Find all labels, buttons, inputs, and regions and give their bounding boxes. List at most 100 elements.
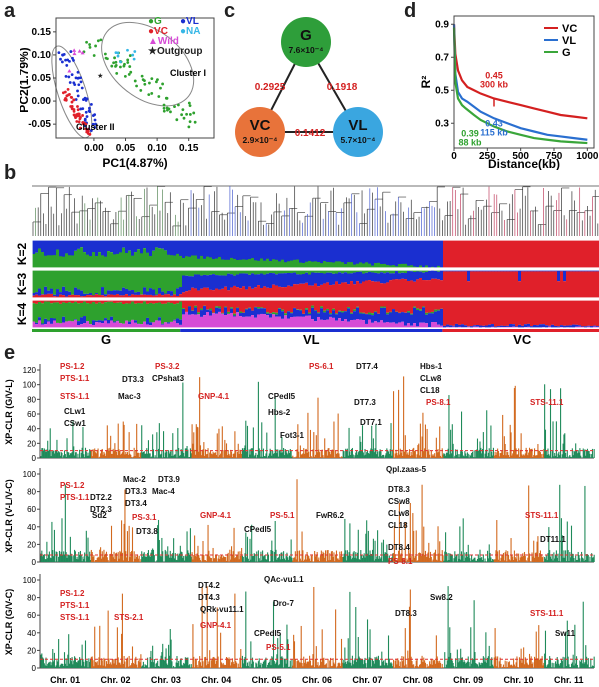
pca-x-tick-label: 0.15 (179, 143, 199, 154)
admixture-bar-k3 (566, 270, 570, 272)
admixture-bar-k4 (299, 300, 303, 310)
diversity-node-vc (235, 107, 285, 157)
admixture-bar-k4 (326, 300, 330, 309)
pca-y-axis-label: PC2(1.79%) (20, 47, 31, 112)
admixture-bar-k4 (281, 309, 285, 312)
admixture-bar-k3 (101, 270, 105, 288)
admixture-bar-k2 (479, 240, 483, 268)
chromosome-label: Chr. 03 (151, 675, 181, 685)
admixture-bar-k2 (158, 248, 162, 268)
admixture-bar-k4 (32, 300, 36, 304)
admixture-bar-k2 (275, 259, 279, 268)
admixture-bar-k2 (170, 255, 174, 268)
admixture-bar-k4 (251, 310, 255, 316)
admixture-bar-k3 (386, 272, 390, 283)
admixture-bar-k2 (470, 240, 474, 268)
admixture-bar-k3 (236, 274, 240, 288)
admixture-bar-k4 (329, 313, 333, 315)
admixture-bar-k2 (131, 255, 135, 268)
admixture-bar-k3 (95, 294, 99, 298)
xpclr-gene-label: DT7.3 (354, 398, 376, 407)
admixture-bar-k2 (197, 258, 201, 268)
admixture-bar-k4 (92, 320, 96, 325)
admixture-bar-k3 (425, 280, 429, 298)
admixture-bar-k3 (467, 270, 471, 282)
admixture-bar-k3 (287, 285, 291, 298)
admixture-bar-k3 (287, 270, 291, 273)
pca-point-g (128, 65, 132, 68)
admixture-bar-k4 (383, 300, 387, 307)
admixture-bar-k3 (86, 270, 90, 294)
admixture-bar-k4 (422, 322, 426, 328)
pca-point-g (188, 104, 192, 108)
pca-point-vc (70, 96, 74, 99)
admixture-bar-k4 (176, 323, 180, 328)
admixture-bar-k2 (80, 240, 84, 248)
admixture-bar-k2 (368, 240, 372, 264)
admixture-bar-k4 (320, 306, 324, 309)
admixture-bar-k4 (548, 326, 552, 328)
admixture-bar-k3 (143, 287, 147, 295)
admixture-bar-k3 (410, 280, 414, 298)
admixture-bar-k3 (128, 270, 132, 291)
admixture-bar-k3 (458, 270, 462, 272)
admixture-bar-k4 (302, 316, 306, 328)
pca-point-vl (93, 125, 97, 129)
admixture-bar-k3 (239, 273, 243, 289)
xpclr-gene-label: DT2.3 (90, 505, 112, 514)
admixture-bar-k4 (425, 312, 429, 315)
admixture-bar-k4 (482, 325, 486, 328)
admixture-bar-k3 (503, 271, 507, 298)
admixture-bar-k4 (125, 303, 129, 321)
admixture-bar-k3 (86, 293, 90, 296)
diversity-node-value: 2.9×10⁻⁴ (243, 135, 278, 145)
admixture-bar-k4 (452, 300, 456, 326)
admixture-bar-k3 (536, 270, 540, 272)
admixture-bar-k4 (239, 300, 243, 312)
admixture-bar-k2 (131, 240, 135, 256)
admixture-bar-k2 (116, 240, 120, 254)
admixture-bar-k3 (290, 286, 294, 298)
admixture-bar-k3 (407, 271, 411, 281)
admixture-bar-k4 (257, 308, 261, 315)
admixture-bar-k4 (590, 326, 594, 328)
admixture-bar-k3 (353, 270, 357, 273)
admixture-bar-k4 (332, 308, 336, 311)
admixture-bar-k2 (170, 240, 174, 256)
admixture-bar-k4 (413, 323, 417, 328)
admixture-bar-k4 (68, 302, 72, 321)
admixture-bar-k4 (506, 325, 510, 327)
admixture-bar-k3 (50, 270, 54, 289)
admixture-bar-k4 (80, 300, 84, 303)
xpclr-gene-label: CL18 (388, 521, 408, 530)
admixture-bar-k4 (512, 300, 516, 325)
admixture-bar-k2 (380, 240, 384, 264)
admixture-bar-k3 (335, 273, 339, 282)
admixture-bar-k4 (200, 308, 204, 311)
admixture-bar-k4 (455, 300, 459, 324)
admixture-bar-k4 (488, 300, 492, 325)
admixture-bar-k3 (494, 271, 498, 298)
admixture-bar-k4 (239, 313, 243, 317)
admixture-bar-k2 (437, 265, 441, 268)
admixture-bar-k2 (281, 240, 285, 260)
xpclr-gene-label: PS-5.1 (266, 643, 291, 652)
admixture-bar-k3 (86, 295, 90, 298)
admixture-bar-k4 (404, 312, 408, 326)
pca-point-vl (62, 52, 66, 56)
admixture-bar-k3 (299, 270, 303, 275)
admixture-bar-k3 (416, 270, 420, 272)
admixture-bar-k3 (254, 287, 258, 298)
admixture-bar-k3 (518, 270, 522, 282)
pca-point-na (133, 50, 137, 53)
pca-x-tick-label: 0.00 (84, 143, 104, 154)
admixture-bar-k3 (392, 273, 396, 280)
admixture-bar-k2 (59, 256, 63, 268)
admixture-bar-k4 (530, 326, 534, 328)
admixture-bar-k3 (215, 288, 219, 298)
admixture-bar-k3 (242, 273, 246, 287)
admixture-bar-k4 (71, 321, 75, 328)
admixture-bar-k2 (89, 256, 93, 268)
admixture-bar-k2 (500, 240, 504, 268)
admixture-bar-k4 (170, 302, 174, 322)
